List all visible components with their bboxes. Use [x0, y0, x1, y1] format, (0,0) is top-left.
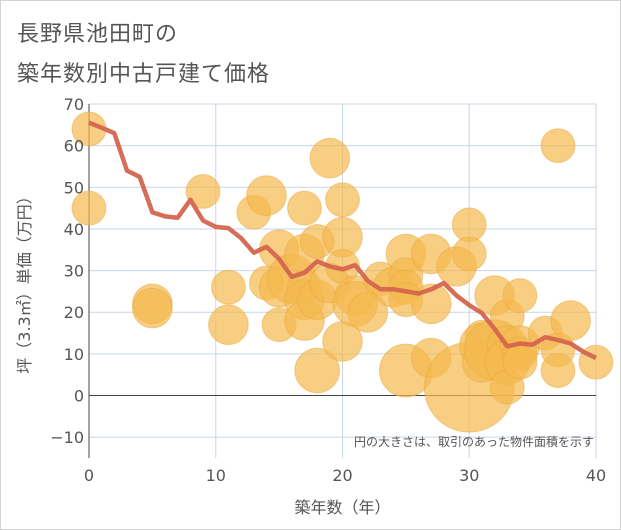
y-tick-label: 50 — [64, 178, 84, 197]
data-bubble — [325, 182, 360, 218]
y-tick-label: 20 — [64, 303, 84, 322]
data-bubble — [210, 269, 246, 305]
x-tick-label: 10 — [206, 466, 226, 485]
data-bubble — [208, 304, 249, 346]
y-tick-label: 10 — [64, 345, 84, 364]
chart-title-line-1: 長野県池田町の — [17, 22, 179, 47]
bubble-series — [71, 111, 614, 433]
data-bubble — [246, 175, 287, 216]
x-tick-label: 20 — [332, 466, 352, 485]
data-bubble — [287, 190, 322, 226]
y-tick-label: −10 — [50, 428, 84, 447]
data-bubble — [502, 344, 538, 380]
data-bubble — [502, 278, 538, 314]
data-bubble — [347, 291, 389, 333]
x-tick-labels: 0 10 20 30 40 — [84, 466, 606, 485]
x-tick-label: 40 — [586, 466, 606, 485]
data-bubble — [540, 128, 576, 164]
data-bubble — [451, 236, 487, 272]
y-tick-label: 40 — [64, 220, 84, 239]
trend-line — [88, 120, 597, 361]
data-bubble — [309, 137, 351, 179]
bubble-size-note: 円の大きさは、取引のあった物件面積を示す — [354, 434, 594, 449]
data-bubble — [185, 174, 221, 209]
data-bubble — [71, 190, 107, 226]
y-tick-label: 30 — [64, 262, 84, 281]
data-bubble — [550, 300, 591, 341]
x-axis-label: 築年数（年） — [294, 498, 390, 517]
data-bubble — [132, 287, 173, 329]
x-tick-label: 0 — [84, 466, 94, 485]
data-bubble — [540, 353, 576, 388]
x-tick-label: 30 — [459, 466, 479, 485]
chart-title-line-2: 築年数別中古戸建て価格 — [17, 62, 271, 87]
y-tick-label: 60 — [64, 137, 84, 156]
y-tick-label: 70 — [64, 95, 84, 114]
y-tick-label: 0 — [74, 387, 84, 406]
data-bubble — [294, 347, 340, 394]
y-tick-labels: −10 0 10 20 30 40 50 60 70 — [50, 95, 84, 447]
y-axis-label: 坪（3.3㎡）単価（万円） — [15, 188, 34, 373]
